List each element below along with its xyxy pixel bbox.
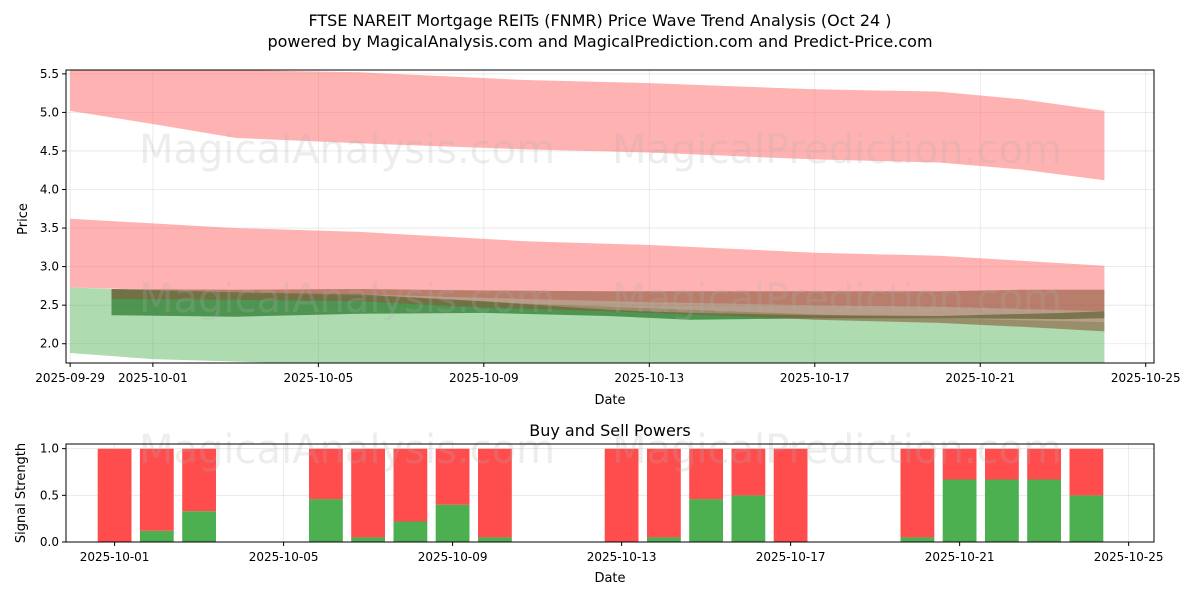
signal-axes: Buy and Sell Powers MagicalAnalysis.com …	[14, 421, 1164, 586]
price-x-tick-label: 2025-10-01	[118, 371, 188, 385]
buy-power-bar	[478, 537, 512, 542]
buy-power-bar	[351, 537, 385, 542]
price-wave-band-2	[70, 218, 1105, 312]
watermark-4: MagicalPrediction.com	[612, 276, 1062, 322]
signal-x-tick-label: 2025-10-01	[80, 550, 150, 564]
buy-power-bar	[942, 479, 977, 542]
sell-power-bar	[182, 448, 216, 512]
sell-power-bar	[478, 448, 512, 538]
signal-x-tick-label: 2025-10-13	[587, 550, 657, 564]
sell-power-bar	[604, 448, 639, 542]
price-x-tick-label: 2025-10-25	[1111, 371, 1181, 385]
watermark-5: MagicalAnalysis.com	[139, 427, 555, 473]
price-y-axis-label: Price	[16, 203, 31, 235]
price-x-tick-label: 2025-10-17	[780, 371, 850, 385]
signal-x-tick-label: 2025-10-17	[756, 550, 826, 564]
buy-power-bar	[393, 521, 428, 542]
signal-y-tick-label: 0.5	[40, 488, 59, 502]
watermark-3: MagicalAnalysis.com	[139, 276, 555, 322]
signal-x-tick-label: 2025-10-05	[249, 550, 319, 564]
sell-power-bar	[139, 448, 174, 531]
signal-x-axis-label: Date	[594, 571, 625, 586]
buy-power-bar	[731, 495, 766, 542]
price-y-tick-label: 3.5	[40, 221, 59, 235]
signal-x-tick-label: 2025-10-21	[925, 550, 995, 564]
buy-power-bar	[1027, 479, 1061, 542]
watermark-1: MagicalAnalysis.com	[139, 127, 555, 173]
signal-y-tick-label: 0.0	[40, 535, 59, 549]
price-wave-band-1	[70, 70, 1105, 181]
price-x-tick-label: 2025-10-21	[945, 371, 1015, 385]
sell-power-bar	[773, 448, 808, 542]
signal-x-tick-label: 2025-10-09	[418, 550, 488, 564]
sell-power-bar	[1027, 448, 1061, 480]
price-axes: MagicalAnalysis.com MagicalPrediction.co…	[16, 67, 1181, 408]
price-y-tick-label: 2.0	[40, 337, 59, 351]
chart-title: FTSE NAREIT Mortgage REITs (FNMR) Price …	[308, 11, 891, 30]
price-y-tick-label: 3.0	[40, 260, 59, 274]
sell-power-bar	[647, 448, 681, 538]
price-wave-band-5	[111, 289, 1105, 332]
sell-power-bar	[689, 448, 723, 500]
signal-y-axis-label: Signal Strength	[14, 443, 29, 543]
sell-power-bar	[731, 448, 766, 496]
buy-power-bar	[435, 504, 470, 542]
buy-power-bar	[1069, 495, 1104, 542]
price-y-tick-label: 4.0	[40, 183, 59, 197]
price-x-axis-label: Date	[594, 393, 625, 408]
chart-subtitle: powered by MagicalAnalysis.com and Magic…	[267, 32, 932, 51]
price-y-tick-label: 2.5	[40, 298, 59, 312]
signal-chart-title: Buy and Sell Powers	[529, 421, 691, 440]
watermark-6: MagicalPrediction.com	[612, 427, 1062, 473]
buy-power-bar	[139, 530, 174, 542]
watermark-2: MagicalPrediction.com	[612, 127, 1062, 173]
price-x-tick-label: 2025-10-05	[283, 371, 353, 385]
buy-power-bar	[689, 499, 723, 542]
price-x-tick-label: 2025-10-13	[614, 371, 684, 385]
buy-power-bar	[647, 537, 681, 542]
price-x-tick-label: 2025-09-29	[35, 371, 105, 385]
price-x-tick-label: 2025-10-09	[449, 371, 519, 385]
sell-power-bar	[942, 448, 977, 480]
buy-power-bar	[182, 511, 216, 542]
sell-power-bar	[435, 448, 470, 505]
sell-power-bar	[351, 448, 385, 538]
sell-power-bar	[97, 448, 132, 542]
sell-power-bar	[900, 448, 935, 538]
sell-power-bar	[393, 448, 428, 522]
price-y-tick-label: 5.5	[40, 67, 59, 81]
signal-y-tick-label: 1.0	[40, 442, 59, 456]
sell-power-bar	[985, 448, 1019, 480]
buy-power-bar	[309, 499, 343, 542]
sell-power-bar	[1069, 448, 1104, 496]
signal-x-tick-label: 2025-10-25	[1094, 550, 1164, 564]
price-y-tick-label: 5.0	[40, 105, 59, 119]
price-y-tick-label: 4.5	[40, 144, 59, 158]
sell-power-bar	[309, 448, 343, 500]
buy-power-bar	[985, 479, 1019, 542]
buy-power-bar	[900, 537, 935, 542]
